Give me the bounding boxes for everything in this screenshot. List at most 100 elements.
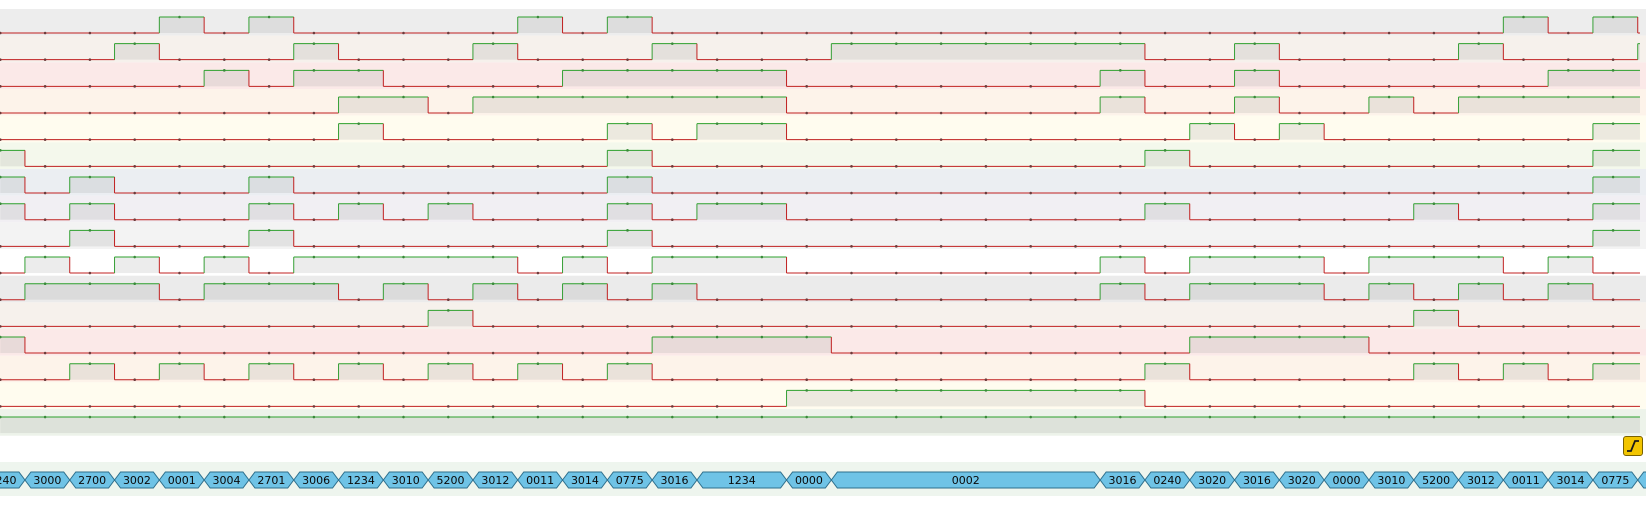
sample-point [1208, 111, 1212, 115]
sample-point [1253, 138, 1256, 141]
sample-point [1298, 405, 1301, 408]
sample-point [88, 271, 92, 275]
high-pulse [1458, 43, 1504, 60]
sample-point [1029, 31, 1032, 35]
high-pulse [1458, 283, 1504, 300]
sample-point [895, 271, 898, 275]
sample-point [1208, 255, 1212, 259]
sample-point [939, 271, 943, 275]
sample-point [1522, 58, 1525, 61]
sample-point [491, 325, 495, 328]
sample-point [536, 15, 540, 19]
bus-value-label: 2701 [257, 474, 285, 487]
high-pulse [1144, 150, 1190, 167]
bus-value-label: 0001 [168, 474, 196, 487]
sample-point [267, 415, 271, 419]
high-pulse [69, 230, 115, 247]
sample-point [1029, 165, 1032, 168]
row-band [0, 142, 1646, 170]
sample-point [88, 111, 92, 115]
sample-point [536, 271, 540, 275]
high-pulse [1144, 363, 1190, 380]
sample-point [1029, 191, 1032, 195]
sample-point [984, 245, 988, 248]
sample-point [357, 255, 361, 259]
sample-point [939, 31, 943, 35]
row-band [0, 35, 1646, 63]
sample-point [312, 138, 316, 141]
sample-point [626, 15, 629, 19]
sample-point [223, 255, 226, 259]
sample-point [1208, 378, 1212, 382]
sample-point [1432, 351, 1436, 355]
high-pulse [1279, 123, 1325, 140]
sample-point [1432, 165, 1436, 168]
sample-point [1074, 325, 1077, 328]
sample-point [1522, 271, 1525, 275]
high-pulse [1413, 310, 1459, 327]
sample-point [402, 405, 405, 408]
sample-point [402, 138, 405, 141]
sample-point [0, 405, 2, 408]
sample-point [178, 298, 181, 302]
sample-point [223, 378, 226, 382]
sample-point [312, 111, 316, 115]
sample-point [88, 175, 92, 179]
sample-point [1477, 85, 1480, 88]
sample-point [1163, 405, 1167, 408]
row-band [0, 355, 1646, 383]
sample-point [1477, 378, 1480, 382]
sample-point [536, 95, 540, 99]
sample-point [1343, 85, 1346, 88]
sample-point [312, 378, 316, 382]
sample-point [402, 351, 405, 355]
sample-point [671, 191, 674, 195]
sample-point [1432, 255, 1436, 259]
sample-point [1163, 31, 1167, 35]
sample-point [133, 378, 136, 382]
bus-value-label: 3016 [1243, 474, 1271, 487]
sample-point [43, 245, 47, 248]
sample-point [1343, 111, 1346, 115]
sample-point [491, 42, 495, 45]
sample-point [1074, 191, 1077, 195]
trigger-button[interactable] [1623, 436, 1643, 456]
sample-point [805, 111, 808, 115]
sample-point [581, 415, 584, 419]
sample-point [536, 325, 540, 328]
sample-point [1432, 191, 1436, 195]
sample-point [267, 85, 271, 88]
sample-point [1029, 298, 1032, 302]
sample-point [760, 165, 764, 168]
sample-point [1522, 85, 1525, 88]
high-pulse [338, 363, 384, 380]
sample-point [267, 111, 271, 115]
sample-point [223, 69, 226, 72]
sample-point [223, 245, 226, 248]
row-band [0, 222, 1646, 250]
bus-segment[interactable] [1637, 471, 1646, 489]
sample-point [1611, 149, 1615, 152]
sample-point [1387, 282, 1391, 286]
sample-point [357, 31, 361, 35]
sample-point [805, 325, 808, 328]
high-pulse [114, 257, 160, 274]
sample-point [1029, 378, 1032, 382]
sample-point [1119, 69, 1122, 72]
sample-point [1208, 191, 1212, 195]
sample-point [88, 415, 92, 419]
sample-point [581, 69, 584, 72]
high-pulse [786, 390, 1145, 407]
sample-point [0, 202, 2, 205]
sample-point [43, 165, 47, 168]
sample-point [491, 95, 495, 99]
sample-point [1611, 325, 1615, 328]
high-pulse [159, 17, 205, 33]
high-pulse [607, 363, 653, 380]
sample-point [0, 415, 2, 419]
sample-point [0, 298, 2, 301]
sample-point [312, 325, 316, 328]
sample-point [1298, 245, 1301, 248]
sample-point [402, 282, 405, 286]
